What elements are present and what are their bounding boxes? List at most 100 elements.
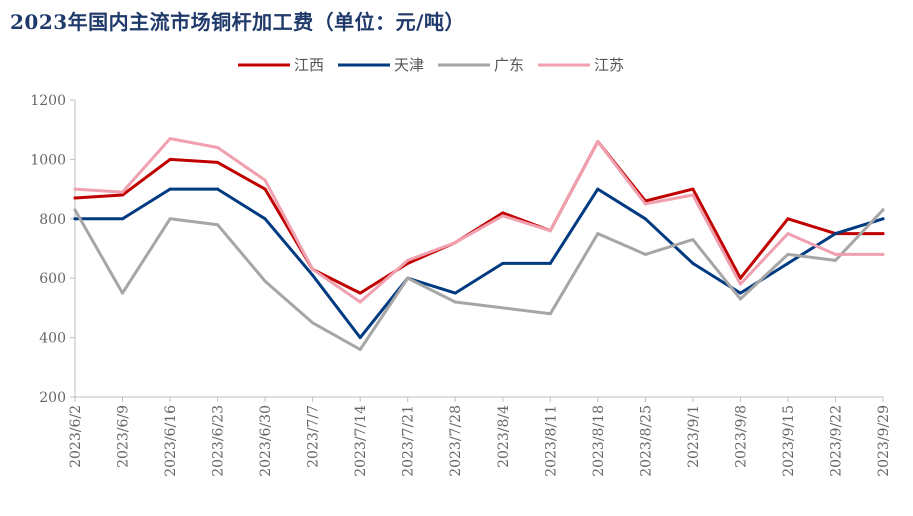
data-point xyxy=(786,217,790,221)
data-point xyxy=(216,223,220,227)
x-tick-label: 2023/6/9 xyxy=(116,405,132,468)
data-point xyxy=(73,187,77,191)
data-point xyxy=(358,347,362,351)
legend-entry-1: 江西 xyxy=(238,56,324,74)
data-point xyxy=(453,241,457,245)
data-point xyxy=(358,300,362,304)
data-point xyxy=(881,208,885,212)
legend-entry-4: 江苏 xyxy=(538,56,624,74)
data-point xyxy=(121,190,125,194)
x-tick-label: 2023/9/29 xyxy=(876,405,892,477)
data-point xyxy=(691,261,695,265)
x-tick-label: 2023/8/4 xyxy=(496,405,512,468)
x-tick-label: 2023/6/30 xyxy=(258,405,274,477)
data-point xyxy=(596,187,600,191)
data-point xyxy=(263,217,267,221)
data-point xyxy=(738,297,742,301)
y-tick-label: 400 xyxy=(39,331,66,347)
series-line-4 xyxy=(73,137,885,304)
x-tick-label: 2023/9/22 xyxy=(828,405,844,477)
data-point xyxy=(833,258,837,262)
data-point xyxy=(168,157,172,161)
legend-entry-3: 广东 xyxy=(438,56,524,74)
data-point xyxy=(311,273,315,277)
legend-label: 江苏 xyxy=(594,56,624,74)
data-point xyxy=(216,160,220,164)
x-tick-label: 2023/6/23 xyxy=(211,405,227,477)
axes: 200 400 600 800 1000 1200 2023/6/2 2023/6/9 2023… xyxy=(30,93,892,477)
series-line-3 xyxy=(73,208,885,351)
legend-entry-2: 天津 xyxy=(338,56,424,74)
data-point xyxy=(691,187,695,191)
data-point xyxy=(121,193,125,197)
data-point xyxy=(73,208,77,212)
data-point xyxy=(168,137,172,141)
data-point xyxy=(881,232,885,236)
data-point xyxy=(121,291,125,295)
y-tick-label: 1000 xyxy=(30,152,66,168)
x-tick-label: 2023/8/18 xyxy=(591,405,607,477)
data-point xyxy=(406,258,410,262)
data-point xyxy=(168,217,172,221)
data-point xyxy=(501,306,505,310)
x-tick-label: 2023/7/28 xyxy=(448,405,464,477)
data-point xyxy=(548,312,552,316)
series-layer xyxy=(73,137,885,351)
data-point xyxy=(311,321,315,325)
data-point xyxy=(738,276,742,280)
x-tick-label: 2023/7/7 xyxy=(306,405,322,468)
series-line-2 xyxy=(73,187,885,340)
x-tick-label: 2023/6/2 xyxy=(68,405,84,468)
x-tick-label: 2023/8/25 xyxy=(638,405,654,477)
y-tick-label: 600 xyxy=(39,271,66,287)
data-point xyxy=(786,232,790,236)
data-point xyxy=(738,291,742,295)
data-point xyxy=(453,300,457,304)
data-point xyxy=(168,187,172,191)
chart-title: 2023年国内主流市场铜杆加工费（单位：元/吨） xyxy=(10,10,465,34)
x-tick-label: 2023/6/16 xyxy=(163,405,179,477)
data-point xyxy=(691,193,695,197)
data-point xyxy=(548,229,552,233)
data-point xyxy=(548,261,552,265)
data-point xyxy=(786,252,790,256)
x-tick-label: 2023/9/15 xyxy=(781,405,797,477)
data-point xyxy=(121,217,125,221)
data-point xyxy=(691,238,695,242)
data-point xyxy=(453,291,457,295)
data-point xyxy=(596,232,600,236)
data-point xyxy=(833,252,837,256)
legend-label: 江西 xyxy=(294,56,324,74)
x-tick-label: 2023/7/21 xyxy=(401,405,417,477)
data-point xyxy=(881,252,885,256)
x-tick-label: 2023/9/8 xyxy=(733,405,749,468)
data-point xyxy=(833,232,837,236)
legend: 江西 天津 广东 江苏 xyxy=(238,56,624,74)
x-tick-label: 2023/8/11 xyxy=(543,405,559,477)
data-point xyxy=(643,217,647,221)
data-point xyxy=(216,146,220,150)
y-tick-label: 800 xyxy=(39,212,66,228)
legend-label: 广东 xyxy=(494,56,524,74)
data-point xyxy=(786,261,790,265)
data-point xyxy=(73,217,77,221)
data-point xyxy=(311,267,315,271)
data-point xyxy=(501,214,505,218)
data-point xyxy=(263,279,267,283)
legend-label: 天津 xyxy=(394,56,424,74)
data-point xyxy=(596,140,600,144)
y-tick-label: 1200 xyxy=(30,93,66,109)
data-point xyxy=(643,252,647,256)
y-tick-label: 200 xyxy=(39,390,66,406)
data-point xyxy=(263,187,267,191)
data-point xyxy=(501,211,505,215)
x-tick-label: 2023/9/1 xyxy=(686,405,702,468)
data-point xyxy=(358,291,362,295)
data-point xyxy=(881,217,885,221)
data-point xyxy=(358,336,362,340)
data-point xyxy=(406,276,410,280)
data-point xyxy=(738,282,742,286)
data-point xyxy=(263,178,267,182)
data-point xyxy=(216,187,220,191)
